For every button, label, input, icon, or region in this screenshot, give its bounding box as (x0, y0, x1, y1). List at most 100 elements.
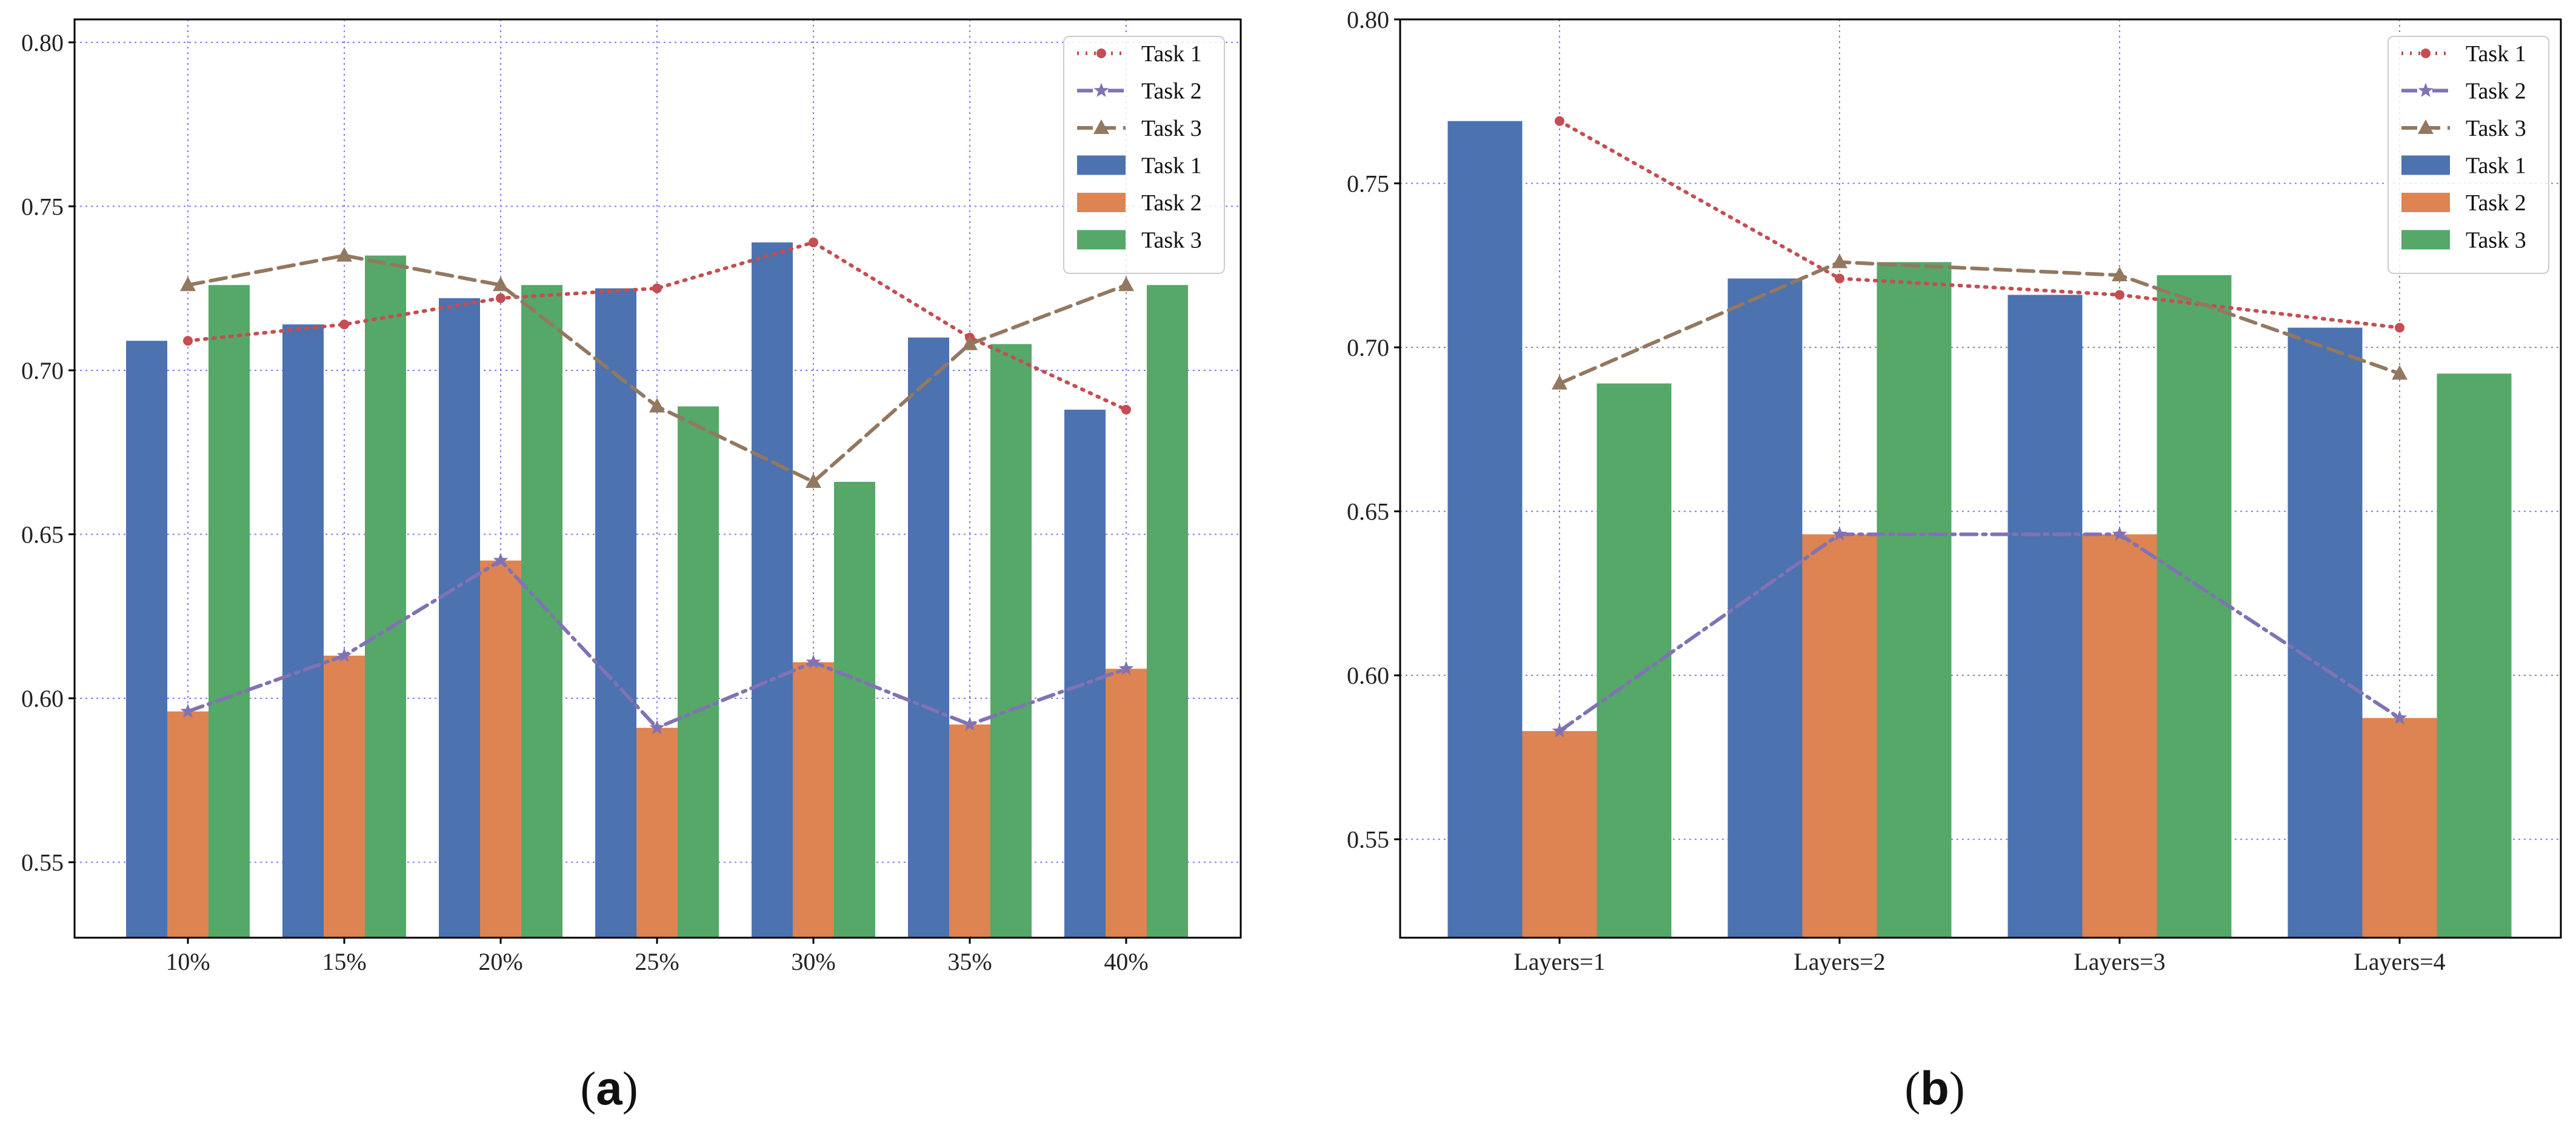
bar (1522, 731, 1597, 938)
legend-bar-swatch (2401, 155, 2450, 175)
data-point (649, 719, 665, 735)
legend-bar-swatch (1077, 230, 1126, 250)
data-point (493, 552, 509, 567)
legend-label: Task 2 (2466, 190, 2526, 216)
bar (1597, 383, 1672, 938)
legend-label: Task 3 (2466, 116, 2526, 141)
legend-item-bar-2: Task 2 (1077, 190, 1202, 216)
data-point (652, 283, 662, 293)
data-point (1552, 723, 1567, 738)
legend-marker (2418, 82, 2434, 97)
data-point (2392, 365, 2407, 380)
data-point (180, 276, 196, 292)
line-series-1 (1555, 116, 2404, 333)
legend-label: Task 2 (1141, 190, 1202, 216)
data-point (2112, 267, 2127, 282)
bar-series-1 (126, 242, 1106, 938)
line-series-1 (183, 237, 1131, 415)
y-axis-b: 0.55 0.60 0.65 0.70 0.75 0.80 (1347, 6, 1400, 853)
bar (752, 242, 793, 938)
x-tick-label: Layers=1 (1513, 948, 1605, 975)
bar (167, 711, 209, 938)
legend-label: Task 2 (2466, 79, 2526, 104)
legend-b: Task 1 Task 2 Task 3 Task 1 Task 2 Task 3 (2387, 36, 2549, 274)
bar (1802, 534, 1877, 938)
caption-open-paren: ( (580, 1062, 596, 1115)
bar-series-2 (167, 560, 1147, 938)
x-tick-label: 25% (635, 948, 679, 975)
y-tick-label: 0.80 (21, 29, 64, 56)
data-point (806, 473, 821, 488)
legend-marker (2421, 48, 2431, 58)
data-point (1118, 276, 1134, 292)
data-point (183, 336, 193, 346)
caption-letter: a (596, 1061, 622, 1115)
bar (126, 341, 167, 938)
caption-open-paren: ( (1904, 1062, 1920, 1115)
bar (209, 285, 250, 938)
bar (793, 662, 834, 938)
legend-bar-swatch (2401, 230, 2450, 250)
line-series-2 (180, 552, 1134, 735)
x-tick-label: Layers=2 (1794, 948, 1885, 975)
legend-marker (1093, 82, 1109, 97)
bar (2437, 373, 2512, 938)
legend-label: Task 1 (2466, 153, 2526, 179)
bar-series-3 (1597, 262, 2512, 938)
data-point (1121, 404, 1131, 415)
data-point (806, 654, 821, 669)
caption-close-paren: ) (1949, 1062, 1965, 1115)
data-point (1552, 375, 1567, 390)
bar (636, 727, 678, 938)
legend-label: Task 3 (1141, 228, 1202, 253)
bar (949, 724, 990, 938)
bar (678, 406, 719, 938)
x-axis-a: 10% 15% 20% 25% 30% 35% 40% (165, 938, 1149, 975)
y-tick-label: 0.55 (21, 849, 64, 876)
x-axis-b: Layers=1 Layers=2 Layers=3 Layers=4 (1513, 938, 2446, 975)
legend-label: Task 1 (2466, 41, 2526, 67)
x-tick-label: 30% (791, 948, 835, 975)
data-point (496, 293, 506, 303)
data-point (493, 276, 509, 292)
y-tick-label: 0.75 (21, 193, 64, 220)
chart-b: 0.55 0.60 0.65 0.70 0.75 0.80 Layers=1 Layers=2… (1347, 6, 2562, 1115)
legend-marker (1096, 48, 1106, 58)
legend-item-line-1: Task 1 (1077, 41, 1202, 67)
caption-a: (a) (580, 1061, 638, 1115)
bar (908, 337, 949, 938)
bar (521, 285, 562, 938)
caption-b: (b) (1904, 1061, 1965, 1115)
legend-item-bar-2: Task 2 (2401, 190, 2526, 216)
series-line (1558, 532, 2401, 733)
bar (990, 344, 1032, 938)
data-point (336, 247, 352, 262)
legend-label: Task 1 (1141, 153, 1202, 179)
y-tick-label: 0.60 (1347, 662, 1389, 689)
bar-series-2 (1522, 534, 2437, 938)
legend-item-line-3: Task 3 (2401, 116, 2526, 141)
bar (1106, 669, 1147, 938)
x-tick-label: 10% (165, 948, 210, 975)
chart-a: 0.55 0.60 0.65 0.70 0.75 0.80 10% 15% 20% 25% 30% 3… (21, 18, 1242, 1115)
y-tick-label: 0.70 (1347, 334, 1389, 361)
x-tick-label: Layers=3 (2074, 948, 2165, 975)
data-point (962, 335, 978, 350)
legend-a: Task 1 Task 2 Task 3 Task 1 Task 2 Task 3 (1063, 36, 1225, 274)
y-tick-label: 0.60 (21, 685, 64, 712)
data-point (1555, 116, 1564, 126)
data-point (962, 716, 978, 731)
data-point (1835, 273, 1844, 284)
data-point (339, 319, 349, 330)
bar (480, 560, 521, 938)
x-tick-label: 40% (1104, 948, 1148, 975)
x-tick-label: 15% (322, 948, 366, 975)
data-point (180, 703, 196, 718)
y-tick-label: 0.65 (1347, 498, 1389, 526)
bar (324, 655, 365, 938)
legend-bar-swatch (1077, 155, 1126, 175)
caption-close-paren: ) (622, 1062, 638, 1115)
y-axis-a: 0.55 0.60 0.65 0.70 0.75 0.80 (21, 29, 75, 876)
data-point (1832, 526, 1847, 541)
